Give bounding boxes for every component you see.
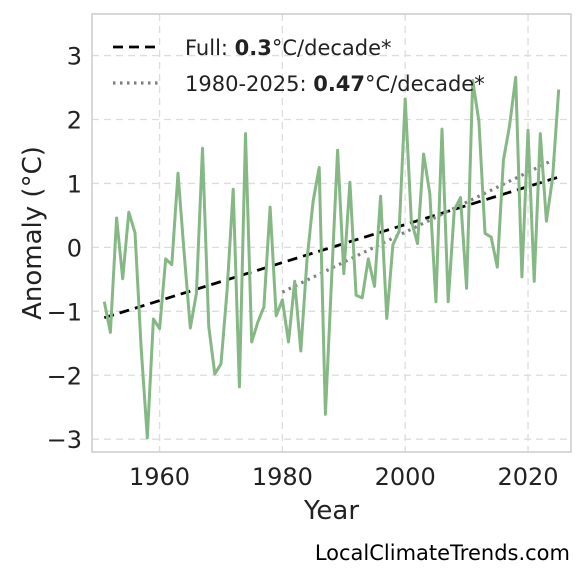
y-tick-label: −2 [47,362,82,390]
y-axis-title: Anomaly (°C) [18,146,48,320]
credit-text: LocalClimateTrends.com [315,541,570,565]
x-axis-title: Year [303,496,359,526]
legend-full-value: 0.3 [235,36,272,60]
grid-layer [92,14,571,452]
tick-labels: 1960 1980 2000 2020 −3 −2 −1 0 1 2 3 [47,43,559,491]
y-tick-label: −1 [47,298,82,326]
y-tick-label: 3 [67,43,82,71]
legend-recent-prefix: 1980-2025: [185,72,313,96]
y-tick-label: −3 [47,426,82,454]
legend-recent-value: 0.47 [313,72,365,96]
legend-entry-recent-trend: 1980-2025: 0.47°C/decade* [185,72,485,96]
legend-full-suffix: °C/decade* [272,36,392,60]
plot-frame [91,13,572,453]
x-tick-label: 2020 [497,463,558,491]
legend-full-prefix: Full: [185,36,235,60]
y-tick-label: 0 [67,234,82,262]
x-tick-label: 1960 [129,463,190,491]
legend-entry-full-trend: Full: 0.3°C/decade* [185,36,392,60]
y-tick-label: 1 [67,170,82,198]
x-tick-label: 1980 [252,463,313,491]
y-tick-label: 2 [67,107,82,135]
legend-recent-suffix: °C/decade* [365,72,485,96]
trend-line-recent [281,155,560,294]
x-tick-label: 2000 [375,463,436,491]
series-layer [102,75,561,440]
anomaly-series-line [102,75,561,440]
legend: Full: 0.3°C/decade* 1980-2025: 0.47°C/de… [113,36,485,96]
trend-layer [103,155,560,320]
